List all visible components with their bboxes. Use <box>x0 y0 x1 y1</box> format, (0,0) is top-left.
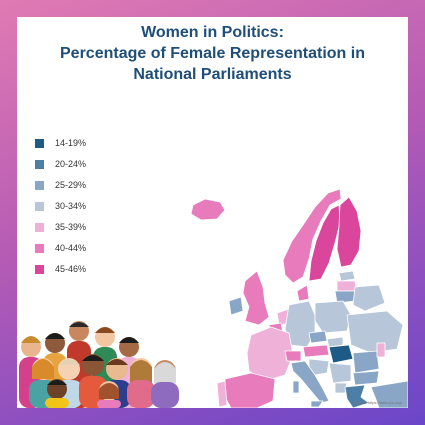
region-italy <box>290 360 330 404</box>
region-czechia <box>308 330 328 344</box>
region-latvia <box>336 280 358 292</box>
region-ireland <box>228 296 244 316</box>
legend-swatch <box>35 138 44 148</box>
region-turkey <box>370 380 408 408</box>
region-hungary <box>328 344 354 364</box>
legend-label: 40-44% <box>55 243 87 253</box>
region-sardinia <box>292 380 300 394</box>
legend-item: 20-24% <box>35 156 86 172</box>
region-croatia <box>308 358 330 376</box>
title-line-2: Percentage of Female Representation in <box>60 45 365 62</box>
region-romania <box>352 350 380 374</box>
legend-label: 35-39% <box>55 222 87 232</box>
region-serbia <box>328 362 352 384</box>
legend-swatch <box>35 243 44 253</box>
legend-item: 35-39% <box>35 219 86 235</box>
region-moldova <box>376 342 386 358</box>
title-line-1: Women in Politics: <box>141 24 284 41</box>
map-legend: 14-19% 20-24% 25-29% 30-34% 35-39% 40-44… <box>35 135 86 282</box>
legend-swatch <box>35 180 44 190</box>
people-illustration <box>19 321 179 408</box>
legend-item: 45-46% <box>35 261 86 277</box>
legend-label: 30-34% <box>55 201 87 211</box>
legend-swatch <box>35 222 44 232</box>
region-norway <box>282 188 342 284</box>
region-iceland <box>190 198 226 221</box>
region-denmark <box>296 284 310 302</box>
region-bulgaria <box>352 370 380 386</box>
legend-swatch <box>35 159 44 169</box>
region-albania <box>334 382 348 394</box>
region-estonia <box>338 270 356 282</box>
source-credit: Source: https://data.ipu.org/ <box>352 400 402 405</box>
legend-label: 25-29% <box>55 180 87 190</box>
region-spain <box>224 372 276 408</box>
region-switzerland <box>284 350 302 362</box>
region-austria <box>302 344 330 358</box>
region-portugal <box>216 380 228 408</box>
region-finland <box>336 196 362 268</box>
legend-item: 14-19% <box>35 135 86 151</box>
legend-item: 40-44% <box>35 240 86 256</box>
legend-label: 20-24% <box>55 159 87 169</box>
legend-label: 14-19% <box>55 138 87 148</box>
legend-swatch <box>35 264 44 274</box>
title-line-3: National Parliaments <box>133 66 292 83</box>
europe-map <box>190 188 408 408</box>
region-ukraine <box>346 310 404 354</box>
infographic-card: Women in Politics: Percentage of Female … <box>17 17 408 408</box>
region-poland <box>314 300 352 334</box>
legend-item: 30-34% <box>35 198 86 214</box>
region-greece <box>344 384 370 408</box>
legend-swatch <box>35 201 44 211</box>
legend-item: 25-29% <box>35 177 86 193</box>
page-title: Women in Politics: Percentage of Female … <box>17 22 408 85</box>
region-france <box>246 326 294 382</box>
region-slovakia <box>326 336 344 348</box>
region-uk <box>242 270 270 326</box>
legend-label: 45-46% <box>55 264 87 274</box>
region-sweden <box>308 204 341 282</box>
region-belarus <box>352 284 386 312</box>
region-sicily <box>310 400 324 408</box>
